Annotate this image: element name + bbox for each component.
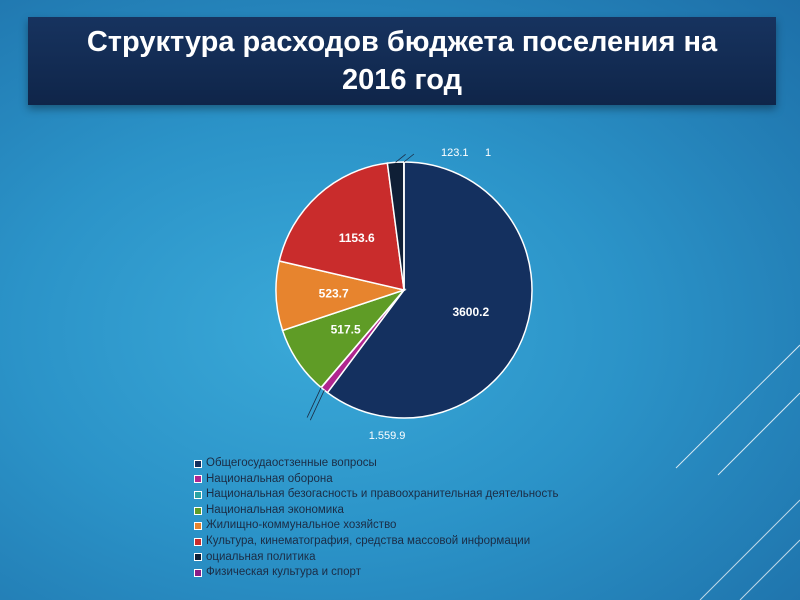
- data-label: 123.1: [441, 147, 469, 159]
- data-label: 517.5: [331, 322, 361, 336]
- data-label: 1: [485, 147, 491, 159]
- legend-item: Национальная экономика: [194, 503, 634, 519]
- legend-label: Жилищно-коммунальное хозяйство: [206, 519, 397, 532]
- legend-item: Жилищно-коммунальное хозяйство: [194, 518, 634, 534]
- pie-slice: [326, 161, 533, 419]
- legend-swatch: [194, 568, 202, 577]
- legend-label: Культура, кинематография, средства массо…: [206, 534, 531, 547]
- decor-line: [717, 392, 800, 476]
- chart-legend: Общегосудаостзенные вопросы Национальная …: [194, 456, 634, 581]
- legend-label: Национальная оборона: [206, 472, 333, 485]
- legend-label: Общегосудаостзенные вопросы: [206, 457, 377, 469]
- legend-label: оциальная политика: [206, 550, 316, 563]
- data-label: 1.5: [369, 430, 384, 442]
- data-label: 1153.6: [339, 231, 375, 245]
- data-label: 59.9: [384, 430, 405, 442]
- decor-line: [739, 539, 800, 600]
- legend-swatch: [194, 475, 202, 484]
- decor-line: [699, 499, 800, 600]
- legend-label: Национальная безогасность и правоохранит…: [206, 488, 559, 501]
- data-label: 523.7: [319, 286, 349, 300]
- legend-swatch: [194, 506, 202, 515]
- legend-swatch: [194, 522, 202, 531]
- legend-item: Общегосудаостзенные вопросы: [194, 456, 634, 472]
- legend-item: Национальная оборона: [194, 472, 634, 488]
- pie-slice: [278, 162, 405, 291]
- legend-item: Национальная безогасность и правоохранит…: [194, 487, 634, 503]
- leader-line: [306, 387, 322, 418]
- legend-swatch: [194, 537, 202, 546]
- leader-line: [403, 153, 415, 163]
- slide-title: Структура расходов бюджета поселения на …: [86, 26, 718, 96]
- legend-item: Культура, кинематография, средства массо…: [194, 534, 634, 550]
- legend-label: Физическая культура и спорт: [206, 566, 361, 579]
- legend-label: Национальная экономика: [206, 503, 344, 516]
- leader-line: [395, 153, 406, 163]
- decorative-lines: [675, 344, 800, 600]
- data-label: 3600.2: [452, 305, 489, 319]
- decor-line: [675, 344, 800, 469]
- title-banner: Структура расходов бюджета поселения на …: [28, 17, 776, 105]
- legend-swatch: [194, 490, 202, 499]
- leader-line: [309, 389, 325, 421]
- legend-swatch: [194, 553, 202, 562]
- legend-item: Физическая культура и спорт: [194, 565, 634, 581]
- legend-swatch: [194, 459, 202, 468]
- legend-item: оциальная политика: [194, 550, 634, 566]
